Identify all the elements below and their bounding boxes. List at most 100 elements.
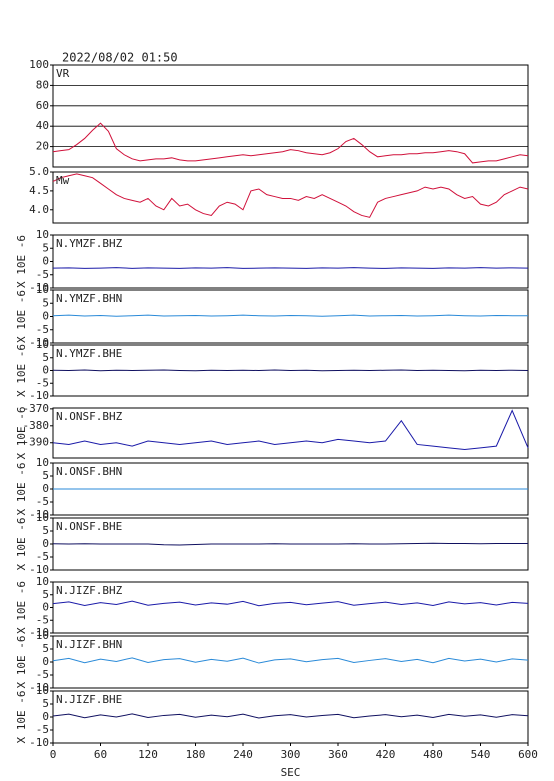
- panel-label: N.JIZF.BHE: [56, 693, 122, 706]
- y-tick-label: -380: [23, 419, 50, 432]
- y-tick-label: 5.0: [29, 165, 49, 178]
- y-tick-label: -10: [29, 626, 49, 639]
- y-tick-label: -10: [29, 563, 49, 576]
- y-axis-label: X 10E -6: [15, 463, 28, 516]
- panel-label: N.JIZF.BHN: [56, 638, 122, 651]
- x-tick-label: 300: [281, 748, 301, 761]
- y-tick-label: -5: [36, 323, 49, 336]
- panel-label: N.YMZF.BHZ: [56, 237, 123, 250]
- trace: [52, 173, 529, 218]
- y-tick-label: 5: [42, 642, 49, 655]
- y-axis-label: X 10E -6: [15, 407, 28, 460]
- y-tick-label: -5: [36, 376, 49, 389]
- x-tick-label: 360: [328, 748, 348, 761]
- y-tick-label: 5: [42, 241, 49, 254]
- trace: [52, 713, 529, 719]
- x-tick-label: 420: [376, 748, 396, 761]
- x-tick-label: 240: [233, 748, 253, 761]
- x-axis-label: SEC: [281, 766, 301, 779]
- y-tick-label: 10: [36, 456, 49, 469]
- panel-label: Mw: [56, 174, 70, 187]
- x-tick-label: 480: [423, 748, 443, 761]
- y-tick-label: -5: [36, 668, 49, 681]
- y-tick-label: -5: [36, 613, 49, 626]
- y-tick-label: -370: [23, 402, 50, 415]
- y-tick-label: 0: [42, 655, 49, 668]
- y-tick-label: 0: [42, 710, 49, 723]
- panel-label: N.YMZF.BHN: [56, 292, 122, 305]
- y-axis-label: X 10E -6: [15, 235, 28, 288]
- panel-label: N.ONSF.BHE: [56, 520, 122, 533]
- y-tick-label: 10: [36, 283, 49, 296]
- y-tick-label: -10: [29, 336, 49, 349]
- y-tick-label: 4.0: [29, 203, 49, 216]
- trace: [52, 314, 528, 317]
- y-tick-label: 0: [42, 255, 49, 268]
- y-tick-label: 10: [36, 629, 49, 642]
- trace: [52, 657, 529, 664]
- trace: [52, 267, 529, 269]
- panel-frame: [52, 407, 529, 459]
- y-axis-label: X 10E -6: [15, 344, 28, 397]
- trace: [52, 542, 528, 546]
- y-tick-label: 4.5: [29, 184, 49, 197]
- y-axis-label: X 10E -6: [15, 290, 28, 343]
- x-tick-label: 600: [518, 748, 538, 761]
- y-tick-label: 5: [42, 351, 49, 364]
- x-tick-label: 540: [471, 748, 491, 761]
- y-tick-label: -5: [36, 495, 49, 508]
- y-axis-label: X 10E -6: [15, 581, 28, 634]
- panel-label: N.ONSF.BHN: [56, 465, 122, 478]
- y-tick-label: 5: [42, 469, 49, 482]
- x-tick-label: 180: [186, 748, 206, 761]
- y-tick-label: -10: [29, 281, 49, 294]
- y-tick-label: 60: [36, 99, 49, 112]
- panel-frame: [52, 635, 529, 689]
- x-tick-label: 60: [94, 748, 107, 761]
- y-tick-label: 0: [42, 310, 49, 323]
- y-tick-label: 10: [36, 228, 49, 241]
- panel-label: N.ONSF.BHZ: [56, 410, 123, 423]
- y-tick-label: -5: [36, 550, 49, 563]
- panel-frame: [52, 289, 529, 344]
- x-tick-label: 0: [50, 748, 57, 761]
- y-tick-label: 0: [42, 364, 49, 377]
- y-tick-label: -5: [36, 268, 49, 281]
- panel-frame: [52, 690, 529, 744]
- y-tick-label: -5: [36, 723, 49, 736]
- y-tick-label: 0: [42, 482, 49, 495]
- panel-label: N.YMZF.BHE: [56, 347, 122, 360]
- y-tick-label: -390: [23, 436, 50, 449]
- y-tick-label: 5: [42, 697, 49, 710]
- y-tick-label: -10: [29, 736, 49, 749]
- y-tick-label: 10: [36, 575, 49, 588]
- panel-label: VR: [56, 67, 70, 80]
- trace: [52, 600, 529, 607]
- trace: [52, 369, 529, 372]
- y-tick-label: 20: [36, 140, 49, 153]
- y-tick-label: 10: [36, 511, 49, 524]
- panel-frame: [52, 171, 529, 224]
- y-tick-label: 5: [42, 588, 49, 601]
- y-tick-label: 40: [36, 119, 49, 132]
- y-tick-label: 10: [36, 684, 49, 697]
- y-axis-label: X 10E -6: [15, 518, 28, 571]
- y-tick-label: 10: [36, 338, 49, 351]
- y-tick-label: -10: [29, 508, 49, 521]
- x-tick-label: 120: [138, 748, 158, 761]
- y-tick-label: 0: [42, 601, 49, 614]
- y-tick-label: 0: [42, 537, 49, 550]
- y-tick-label: 5: [42, 524, 49, 537]
- chart-title: 2022/08/02 01:50: [62, 51, 178, 65]
- trace: [52, 122, 529, 164]
- y-axis-label: X 10E -6: [15, 636, 28, 689]
- y-tick-label: -10: [29, 389, 49, 402]
- panel-frame: [52, 581, 529, 634]
- y-tick-label: 80: [36, 78, 49, 91]
- panel-label: N.JIZF.BHZ: [56, 584, 123, 597]
- y-tick-label: 100: [29, 58, 49, 71]
- trace: [52, 409, 529, 451]
- y-axis-label: X 10E -6: [15, 691, 28, 744]
